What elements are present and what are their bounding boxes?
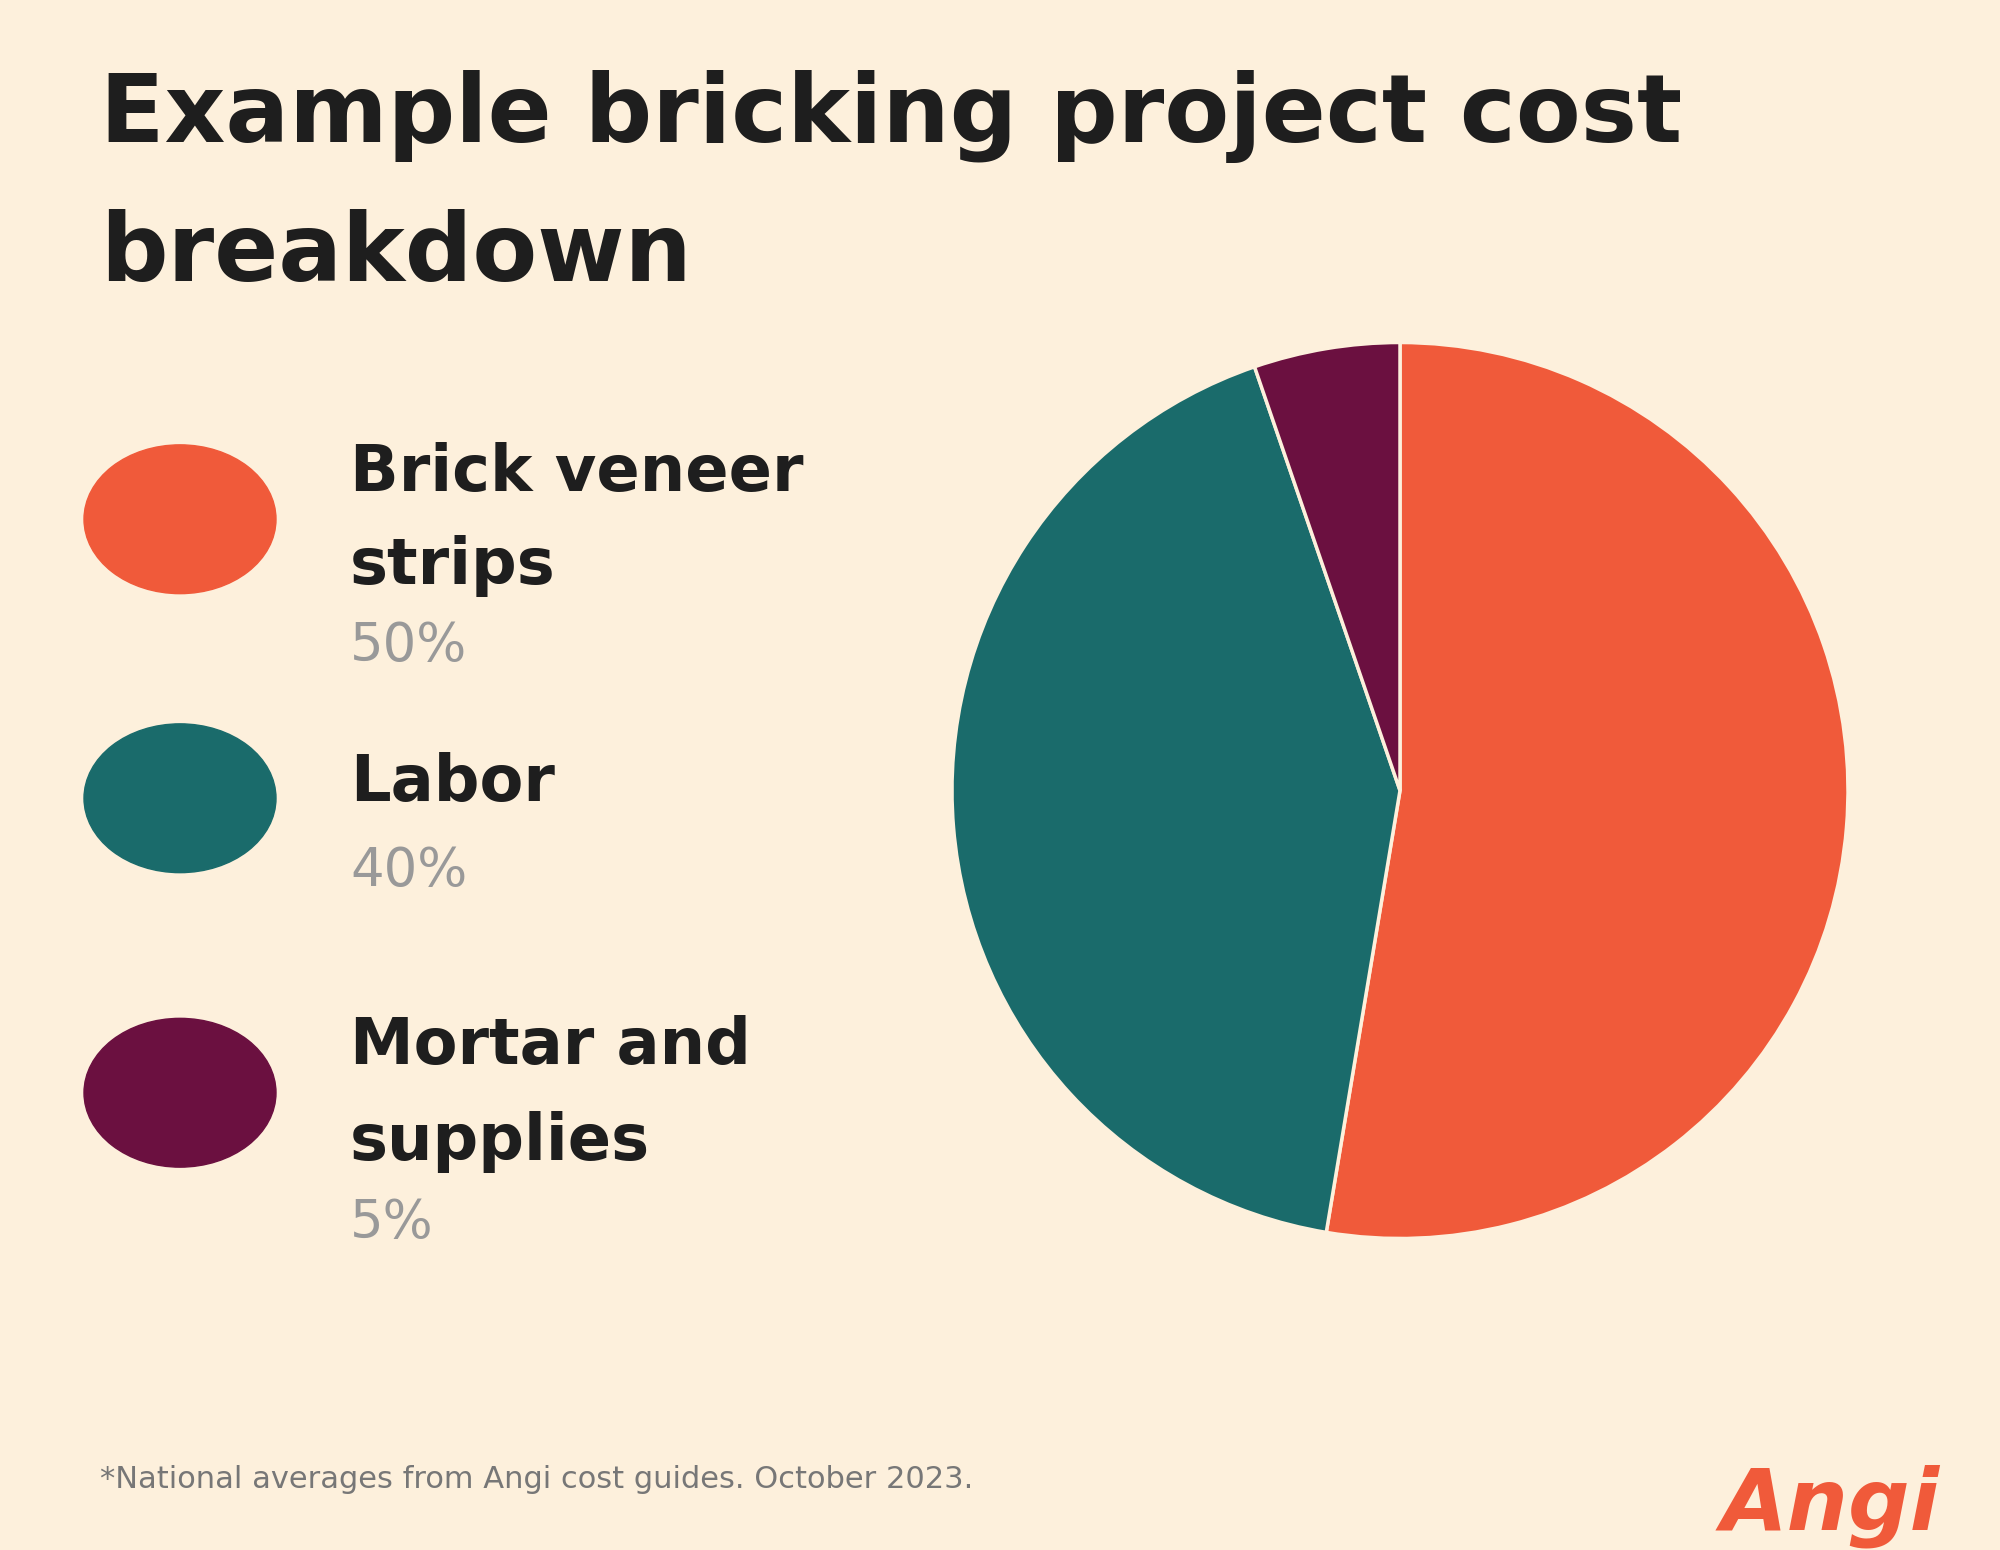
- Text: Mortar and: Mortar and: [350, 1015, 750, 1077]
- Wedge shape: [1254, 343, 1400, 790]
- FancyBboxPatch shape: [10, 8, 1990, 1542]
- Text: Angi: Angi: [1720, 1465, 1940, 1548]
- Text: Labor: Labor: [350, 752, 554, 814]
- Text: strips: strips: [350, 535, 556, 597]
- Circle shape: [84, 1018, 276, 1167]
- Text: 40%: 40%: [350, 845, 468, 897]
- Wedge shape: [952, 367, 1400, 1232]
- Text: Brick veneer: Brick veneer: [350, 442, 804, 504]
- Text: Example bricking project cost: Example bricking project cost: [100, 70, 1682, 163]
- Text: breakdown: breakdown: [100, 209, 692, 301]
- Text: 50%: 50%: [350, 620, 468, 673]
- Circle shape: [84, 445, 276, 594]
- Wedge shape: [1326, 343, 1848, 1238]
- Text: supplies: supplies: [350, 1111, 650, 1173]
- Text: 5%: 5%: [350, 1197, 434, 1249]
- Circle shape: [84, 724, 276, 873]
- Text: *National averages from Angi cost guides. October 2023.: *National averages from Angi cost guides…: [100, 1465, 974, 1494]
